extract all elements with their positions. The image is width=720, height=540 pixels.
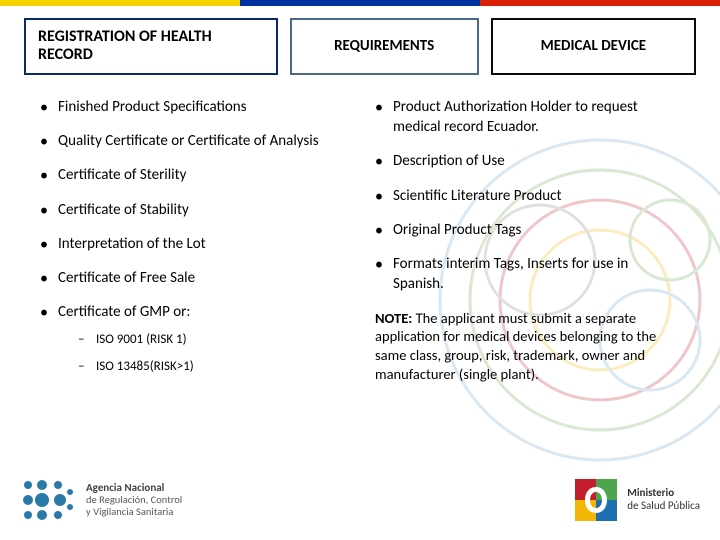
- arcsa-logo: Agencia Nacional de Regulación, Control …: [20, 477, 182, 523]
- arcsa-dots-icon: [20, 477, 76, 523]
- content-columns: Finished Product Specifications Quality …: [0, 83, 720, 390]
- note-text: The applicant must submit a separate app…: [375, 309, 656, 384]
- msp-text: Ministerio de Salud Pública: [627, 487, 700, 512]
- stripe-red: [480, 0, 720, 6]
- arcsa-text: Agencia Nacional de Regulación, Control …: [86, 482, 182, 519]
- right-column: Product Authorization Holder to request …: [375, 97, 680, 390]
- left-item: Certificate of Free Sale: [40, 268, 345, 288]
- left-item: Finished Product Specifications: [40, 97, 345, 117]
- msp-icon: [575, 479, 617, 521]
- note-block: NOTE: The applicant must submit a separa…: [375, 309, 680, 384]
- left-item: Certificate of Stability: [40, 200, 345, 220]
- msp-line2: de Salud Pública: [627, 500, 700, 513]
- note-label: NOTE:: [375, 309, 412, 327]
- left-column: Finished Product Specifications Quality …: [40, 97, 345, 390]
- left-item: Interpretation of the Lot: [40, 234, 345, 254]
- msp-logo: Ministerio de Salud Pública: [575, 479, 700, 521]
- right-item: Product Authorization Holder to request …: [375, 97, 680, 138]
- left-item-label: Certificate of GMP or:: [58, 303, 190, 321]
- right-item: Scientific Literature Product: [375, 186, 680, 206]
- header-box-registration: REGISTRATION OF HEALTH RECORD: [24, 18, 278, 75]
- header-boxes: REGISTRATION OF HEALTH RECORD REQUIREMEN…: [0, 0, 720, 83]
- left-subitem: ISO 13485(RISK>1): [78, 358, 345, 376]
- footer: Agencia Nacional de Regulación, Control …: [20, 470, 700, 530]
- left-subitem: ISO 9001 (RISK 1): [78, 331, 345, 349]
- header-box-requirements: REQUIREMENTS: [290, 18, 479, 75]
- top-stripe: [0, 0, 720, 6]
- left-item: Quality Certificate or Certificate of An…: [40, 131, 345, 151]
- right-item: Formats interim Tags, Inserts for use in…: [375, 254, 680, 295]
- right-item: Original Product Tags: [375, 220, 680, 240]
- right-item: Description of Use: [375, 151, 680, 171]
- left-item: Certificate of Sterility: [40, 165, 345, 185]
- header-box-medical-device: MEDICAL DEVICE: [491, 18, 696, 75]
- stripe-yellow: [0, 0, 240, 6]
- arcsa-line3: y Vigilancia Sanitaria: [86, 506, 182, 518]
- stripe-blue: [240, 0, 480, 6]
- left-item: Certificate of GMP or: ISO 9001 (RISK 1)…: [40, 302, 345, 375]
